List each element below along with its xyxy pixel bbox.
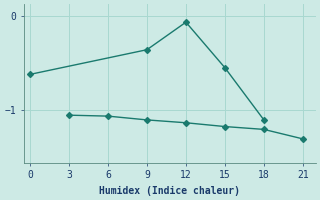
X-axis label: Humidex (Indice chaleur): Humidex (Indice chaleur): [99, 186, 240, 196]
